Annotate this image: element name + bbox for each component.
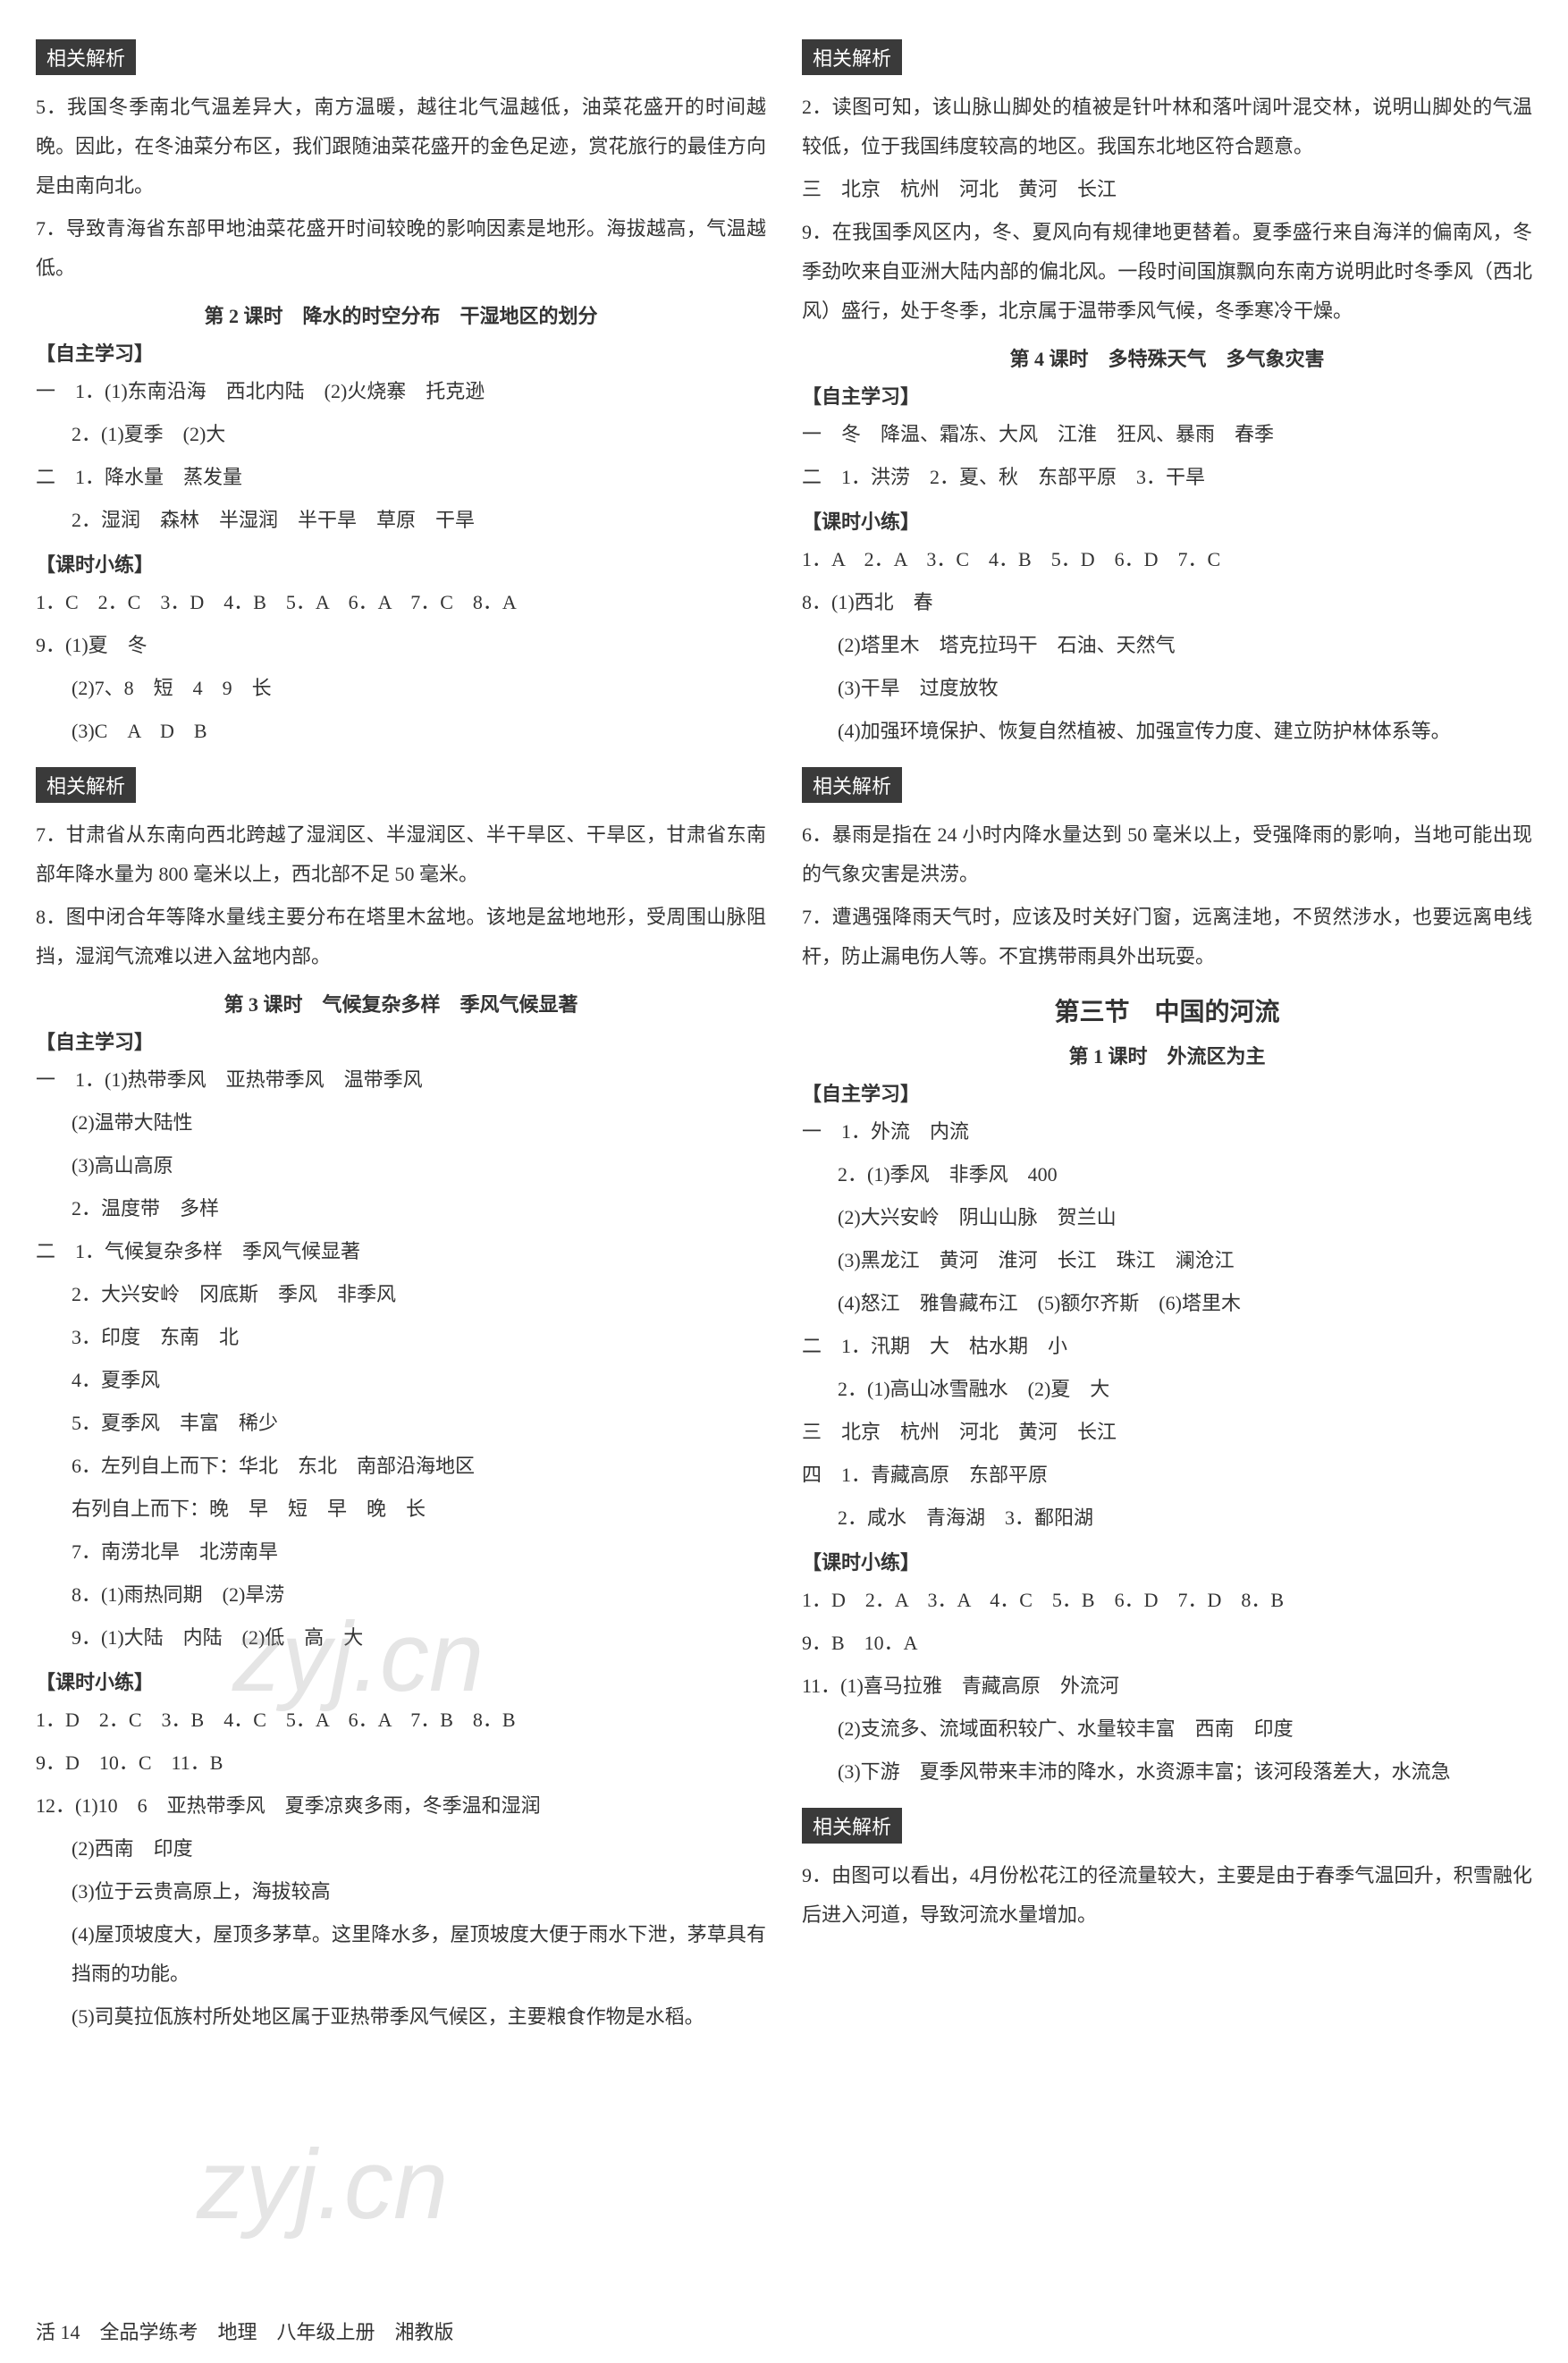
answers: 1．C 2．C 3．D 4．B 5．A 6．A 7．C 8．A: [36, 583, 766, 622]
text: 三 北京 杭州 河北 黄河 长江: [802, 170, 1532, 209]
text: (3)C A D B: [36, 712, 766, 751]
text: 二 1．汛期 大 枯水期 小: [802, 1327, 1532, 1366]
section-label: 【课时小练】: [36, 1667, 766, 1695]
section-title: 第三节 中国的河流: [802, 992, 1532, 1028]
analysis-tag: 相关解析: [802, 39, 902, 75]
text: 2．咸水 青海湖 3．鄱阳湖: [802, 1498, 1532, 1538]
section-label: 【自主学习】: [802, 1078, 1532, 1107]
text: 7．甘肃省从东南向西北跨越了湿润区、半湿润区、半干旱区、干旱区，甘肃省东南部年降…: [36, 815, 766, 894]
page-footer: 活 14 全品学练考 地理 八年级上册 湘教版: [36, 2317, 454, 2345]
text: 11．(1)喜马拉雅 青藏高原 外流河: [802, 1667, 1532, 1706]
section-label: 【课时小练】: [802, 506, 1532, 535]
text: 2．读图可知，该山脉山脚处的植被是针叶林和落叶阔叶混交林，说明山脚处的气温较低，…: [802, 88, 1532, 166]
text: 8．(1)雨热同期 (2)旱涝: [36, 1575, 766, 1615]
text: 8．图中闭合年等降水量线主要分布在塔里木盆地。该地是盆地地形，受周围山脉阻挡，湿…: [36, 898, 766, 976]
text: (4)屋顶坡度大，屋顶多茅草。这里降水多，屋顶坡度大便于雨水下泄，茅草具有挡雨的…: [36, 1915, 766, 1994]
text: (2)7、8 短 4 9 长: [36, 669, 766, 708]
text: (3)下游 夏季风带来丰沛的降水，水资源丰富；该河段落差大，水流急: [802, 1752, 1532, 1792]
text: 6．暴雨是指在 24 小时内降水量达到 50 毫米以上，受强降雨的影响，当地可能…: [802, 815, 1532, 894]
text: 右列自上而下：晚 早 短 早 晚 长: [36, 1490, 766, 1529]
text: 一 冬 降温、霜冻、大风 江淮 狂风、暴雨 春季: [802, 415, 1532, 454]
lesson-heading: 第 3 课时 气候复杂多样 季风气候显著: [36, 989, 766, 1017]
analysis-tag: 相关解析: [802, 767, 902, 803]
text: (3)高山高原: [36, 1146, 766, 1186]
text: (2)温带大陆性: [36, 1103, 766, 1143]
text: 二 1．气候复杂多样 季风气候显著: [36, 1232, 766, 1271]
answers: 9．B 10．A: [802, 1624, 1532, 1663]
text: (4)怒江 雅鲁藏布江 (5)额尔齐斯 (6)塔里木: [802, 1284, 1532, 1323]
text: 三 北京 杭州 河北 黄河 长江: [802, 1413, 1532, 1452]
text: 四 1．青藏高原 东部平原: [802, 1456, 1532, 1495]
text: (3)干旱 过度放牧: [802, 669, 1532, 708]
text: 2．(1)高山冰雪融水 (2)夏 大: [802, 1370, 1532, 1409]
answers: 1．D 2．C 3．B 4．C 5．A 6．A 7．B 8．B: [36, 1701, 766, 1740]
text: 6．左列自上而下：华北 东北 南部沿海地区: [36, 1447, 766, 1486]
text: 9．在我国季风区内，冬、夏风向有规律地更替着。夏季盛行来自海洋的偏南风，冬季劲吹…: [802, 213, 1532, 331]
text: 8．(1)西北 春: [802, 583, 1532, 622]
text: 9．由图可以看出，4月份松花江的径流量较大，主要是由于春季气温回升，积雪融化后进…: [802, 1856, 1532, 1935]
left-column: 相关解析 5．我国冬季南北气温差异大，南方温暖，越往北气温越低，油菜花盛开的时间…: [36, 27, 766, 2040]
text: 2．温度带 多样: [36, 1189, 766, 1228]
text: (2)塔里木 塔克拉玛干 石油、天然气: [802, 626, 1532, 665]
text: 9．(1)大陆 内陆 (2)低 高 大: [36, 1618, 766, 1658]
text: (2)大兴安岭 阴山山脉 贺兰山: [802, 1198, 1532, 1237]
watermark: zyj.cn: [197, 2128, 448, 2241]
text: 7．南涝北旱 北涝南旱: [36, 1532, 766, 1572]
analysis-tag: 相关解析: [802, 1808, 902, 1844]
text: 2．湿润 森林 半湿润 半干旱 草原 干旱: [36, 501, 766, 540]
section-label: 【课时小练】: [802, 1547, 1532, 1575]
answers: 1．D 2．A 3．A 4．C 5．B 6．D 7．D 8．B: [802, 1581, 1532, 1620]
analysis-tag: 相关解析: [36, 767, 136, 803]
answers: 1．A 2．A 3．C 4．B 5．D 6．D 7．C: [802, 540, 1532, 579]
text: 4．夏季风: [36, 1361, 766, 1400]
text: 2．(1)季风 非季风 400: [802, 1155, 1532, 1194]
text: (4)加强环境保护、恢复自然植被、加强宣传力度、建立防护林体系等。: [802, 712, 1532, 751]
text: (2)西南 印度: [36, 1829, 766, 1869]
section-label: 【自主学习】: [36, 338, 766, 367]
text: 5．夏季风 丰富 稀少: [36, 1404, 766, 1443]
text: 7．遭遇强降雨天气时，应该及时关好门窗，远离洼地，不贸然涉水，也要远离电线杆，防…: [802, 898, 1532, 976]
lesson-heading: 第 4 课时 多特殊天气 多气象灾害: [802, 343, 1532, 372]
text: (3)黑龙江 黄河 淮河 长江 珠江 澜沧江: [802, 1241, 1532, 1280]
text: 12．(1)10 6 亚热带季风 夏季凉爽多雨，冬季温和湿润: [36, 1786, 766, 1826]
text: 二 1．降水量 蒸发量: [36, 458, 766, 497]
analysis-tag: 相关解析: [36, 39, 136, 75]
text: 一 1．(1)东南沿海 西北内陆 (2)火烧寨 托克逊: [36, 372, 766, 411]
text: 一 1．外流 内流: [802, 1112, 1532, 1152]
text: (3)位于云贵高原上，海拔较高: [36, 1872, 766, 1911]
text: 9．(1)夏 冬: [36, 626, 766, 665]
section-label: 【自主学习】: [802, 381, 1532, 409]
section-label: 【课时小练】: [36, 549, 766, 578]
text: 一 1．(1)热带季风 亚热带季风 温带季风: [36, 1060, 766, 1100]
lesson-heading: 第 1 课时 外流区为主: [802, 1041, 1532, 1069]
text: 5．我国冬季南北气温差异大，南方温暖，越往北气温越低，油菜花盛开的时间越晚。因此…: [36, 88, 766, 206]
text: 二 1．洪涝 2．夏、秋 东部平原 3．干旱: [802, 458, 1532, 497]
text: 3．印度 东南 北: [36, 1318, 766, 1357]
text: 2．大兴安岭 冈底斯 季风 非季风: [36, 1275, 766, 1314]
right-column: 相关解析 2．读图可知，该山脉山脚处的植被是针叶林和落叶阔叶混交林，说明山脚处的…: [802, 27, 1532, 2040]
section-label: 【自主学习】: [36, 1026, 766, 1055]
text: 2．(1)夏季 (2)大: [36, 415, 766, 454]
text: (5)司莫拉佤族村所处地区属于亚热带季风气候区，主要粮食作物是水稻。: [36, 1997, 766, 2037]
lesson-heading: 第 2 课时 降水的时空分布 干湿地区的划分: [36, 300, 766, 329]
answers: 9．D 10．C 11．B: [36, 1743, 766, 1783]
text: 7．导致青海省东部甲地油菜花盛开时间较晚的影响因素是地形。海拔越高，气温越低。: [36, 209, 766, 288]
text: (2)支流多、流域面积较广、水量较丰富 西南 印度: [802, 1709, 1532, 1749]
